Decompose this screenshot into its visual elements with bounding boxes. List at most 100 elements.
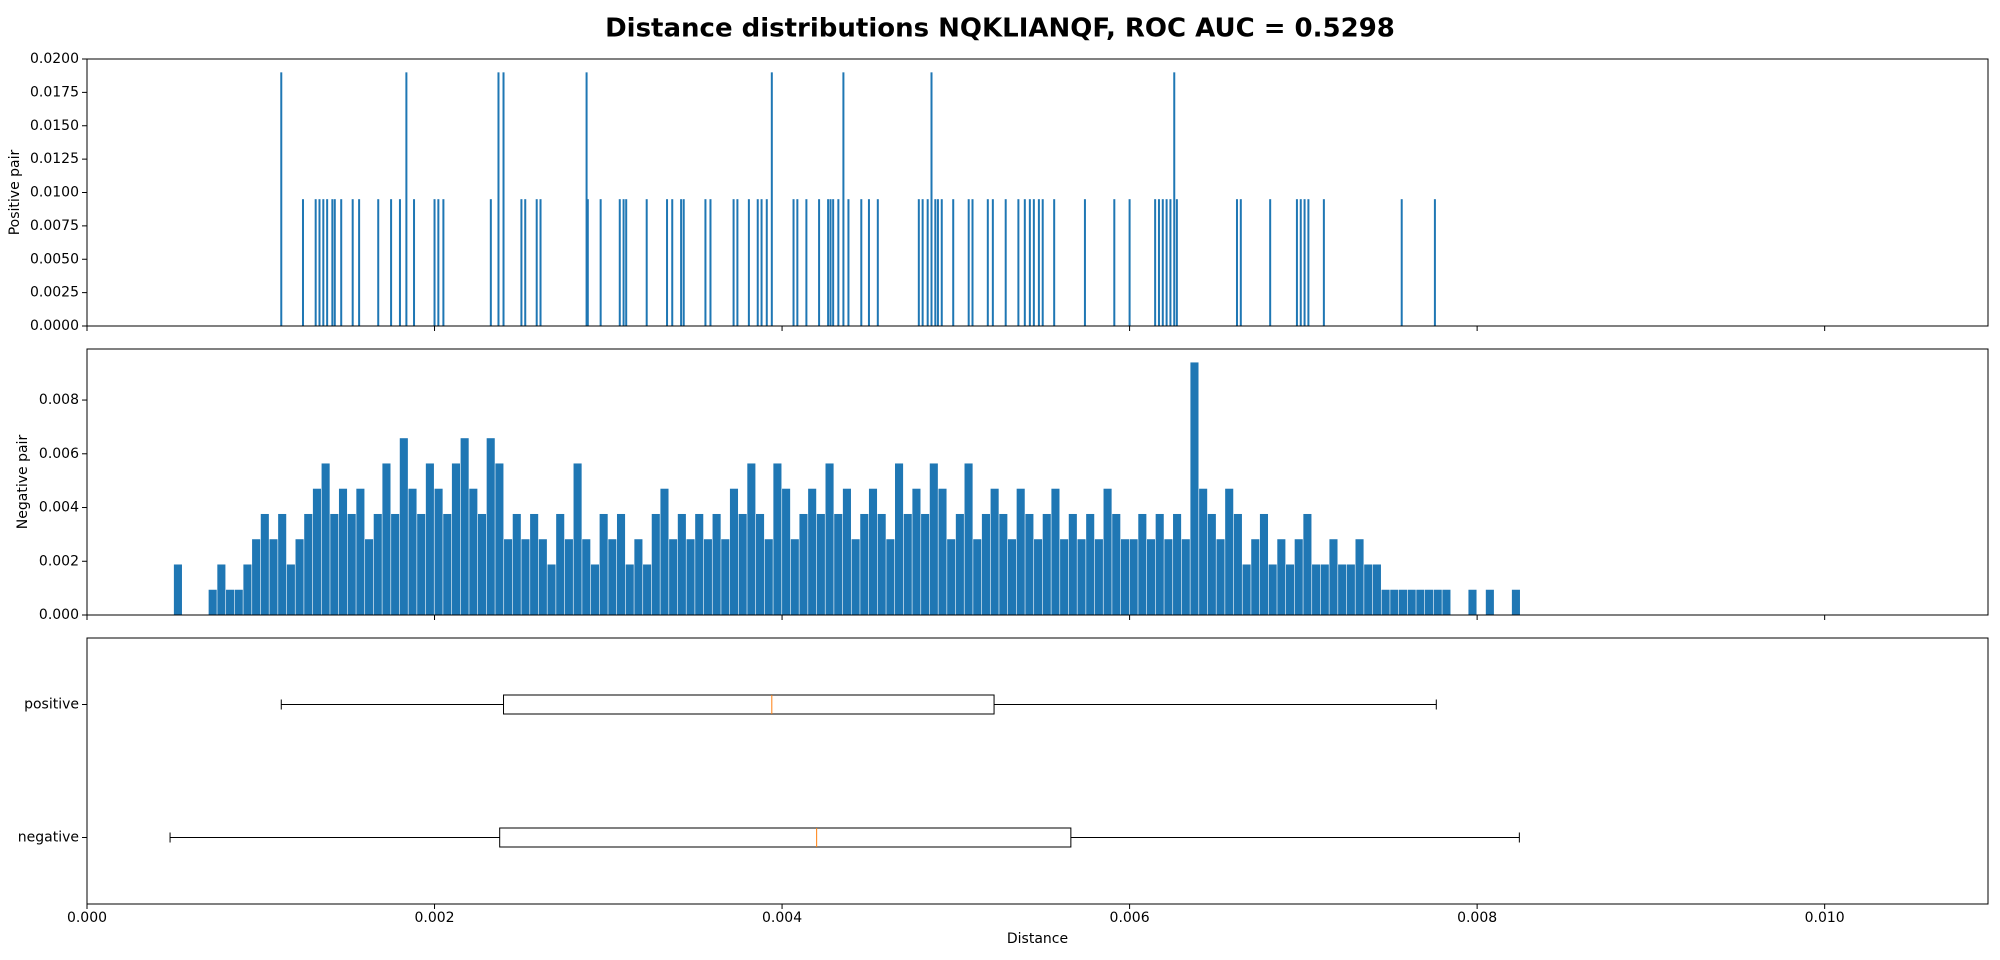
histogram-bar [530,513,539,615]
histogram-bar [486,438,495,615]
bar [1157,199,1160,326]
bar [952,199,955,326]
bar [832,199,835,326]
bar [524,199,527,326]
bar [765,199,768,326]
bar [1400,199,1403,326]
histogram-bar [955,513,964,615]
histogram-bar [973,539,982,615]
chart-title: Distance distributions NQKLIANQF, ROC AU… [605,14,1395,44]
histogram-bar [564,539,573,615]
bar [1173,72,1176,326]
histogram-bar [382,463,391,615]
histogram-bar [782,488,791,615]
histogram-bar [729,488,739,615]
histogram-bar [1173,513,1182,615]
bar [318,199,321,326]
bar [842,72,845,326]
bar [736,199,739,326]
histogram-bar [1016,488,1025,615]
histogram-bar [947,539,956,615]
histogram-bar [1007,539,1017,615]
histogram-bar [417,513,426,615]
histogram-bar [1398,589,1408,615]
histogram-bar [1511,589,1520,615]
y-tick-label: 0.0175 [30,84,79,100]
bar [818,199,821,326]
histogram-bar [243,564,252,615]
bar [625,199,628,326]
histogram-bar [590,564,600,615]
histogram-bar [321,463,330,615]
y-tick-label: 0.0000 [30,318,79,334]
bar [796,199,799,326]
histogram-bar [391,513,400,615]
histogram-bar [1094,539,1103,615]
histogram-bar [443,513,452,615]
histogram-bar [738,513,747,615]
bar [405,72,408,326]
bar [398,199,401,326]
histogram-bar [477,513,487,615]
histogram-bar [1112,513,1121,615]
bar [682,199,685,326]
bar [1083,199,1086,326]
bar [1299,199,1302,326]
histogram-bar [1303,513,1312,615]
histogram-bar [1086,513,1095,615]
axes-frame [86,348,1989,616]
histogram-bar [208,589,217,615]
histogram-bar [981,513,990,615]
histogram-bar [399,438,408,615]
histogram-bar [825,463,834,615]
histogram-bar [764,539,773,615]
histogram-bar [338,488,348,615]
histogram-bar [773,463,782,615]
histogram-bar [573,463,582,615]
bar [333,199,336,326]
bar [805,199,808,326]
bar [1041,199,1044,326]
bar [442,199,445,326]
bar [585,72,588,326]
bar [747,199,750,326]
histogram-bar [278,513,287,615]
y-tick-label: positive [24,697,79,713]
x-tick-label: 0.002 [414,910,454,926]
histogram-bar [1129,539,1138,615]
bar [1322,199,1325,326]
histogram-bar [1320,564,1329,615]
histogram-bar [495,463,504,615]
bar [704,199,707,326]
histogram-bar [964,463,973,615]
bar [671,199,674,326]
bar [622,199,625,326]
box [503,694,995,715]
histogram-bar [912,488,921,615]
bar [760,199,763,326]
histogram-bar [365,539,374,615]
histogram-bar [703,539,712,615]
bar [437,199,440,326]
histogram-bar [721,539,730,615]
bar [326,199,329,326]
histogram-bar [1034,539,1043,615]
y-tick-label: 0.0050 [30,251,79,267]
histogram-bar [625,564,634,615]
histogram-bar [434,488,443,615]
histogram-bar [304,513,313,615]
y-axis-label: Negative pair [15,435,31,530]
x-tick-label: 0.004 [762,910,802,926]
histogram-bar [1068,513,1077,615]
bar [1017,199,1020,326]
histogram-bar [582,539,591,615]
histogram-bar [1424,589,1434,615]
histogram-bar [877,513,886,615]
histogram-bar [173,564,182,615]
histogram-bar [556,513,565,615]
bar [340,199,343,326]
bar [489,199,492,326]
bar [377,199,380,326]
bar [837,199,840,326]
